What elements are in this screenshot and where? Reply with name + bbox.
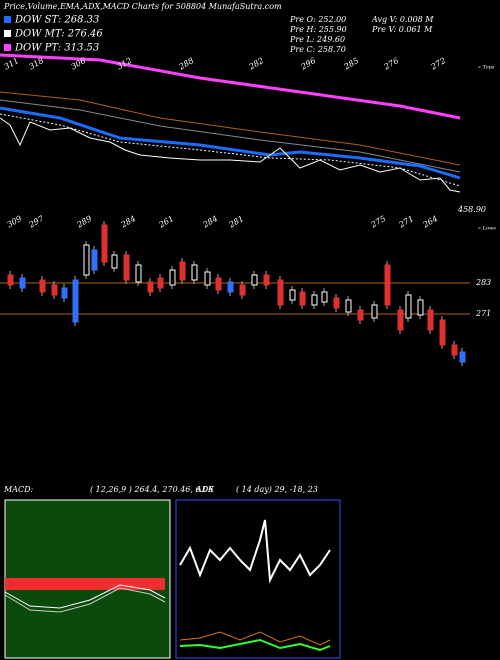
dow-mt bbox=[0, 113, 461, 187]
candle-body bbox=[397, 309, 404, 331]
candle-body bbox=[157, 277, 164, 289]
macd-params: ( 12,26,9 ) 264.4, 270.46, 6.06 bbox=[90, 485, 213, 494]
candle-body bbox=[311, 294, 318, 306]
title: Price,Volume,EMA,ADX,MACD Charts for 508… bbox=[3, 2, 282, 11]
low-label: 271 bbox=[397, 214, 416, 230]
dow-st bbox=[0, 106, 461, 180]
top-label: 288 bbox=[177, 56, 196, 72]
candle-body bbox=[204, 271, 211, 286]
signal-line bbox=[4, 587, 166, 613]
stat: Pre L: 249.60 bbox=[289, 35, 345, 44]
top-label: 276 bbox=[382, 56, 401, 72]
candle-body bbox=[215, 277, 222, 291]
price-line bbox=[0, 117, 461, 193]
candles bbox=[7, 221, 466, 366]
candle-body bbox=[61, 287, 68, 299]
candle-body bbox=[321, 291, 328, 303]
legend-swatch bbox=[4, 16, 11, 23]
adx-params: ( 14 day) 29, -18, 23 bbox=[236, 485, 318, 494]
stat: Pre C: 258.70 bbox=[289, 45, 346, 54]
last-price: 458.90 bbox=[457, 205, 486, 214]
legend-swatch bbox=[4, 30, 11, 37]
top-label: 296 bbox=[299, 56, 318, 72]
candle-body bbox=[451, 344, 458, 356]
minus-di bbox=[179, 631, 331, 646]
candle-body bbox=[427, 309, 434, 331]
candle-body bbox=[333, 297, 340, 309]
macd-line bbox=[4, 584, 166, 609]
low-label: 284 bbox=[201, 214, 220, 230]
candle-body bbox=[263, 274, 270, 286]
stat: Pre H: 255.90 bbox=[289, 25, 347, 34]
candle-body bbox=[227, 281, 234, 293]
candle-body bbox=[147, 281, 154, 293]
candle-body bbox=[169, 269, 176, 286]
candle-body bbox=[299, 291, 306, 306]
adx-line bbox=[179, 519, 331, 584]
candle-body bbox=[357, 309, 364, 321]
macd-label: MACD: bbox=[3, 485, 34, 494]
candle-body bbox=[101, 224, 108, 263]
legend-label: DOW ST: 268.33 bbox=[14, 15, 99, 26]
stat: Avg V: 0.008 M bbox=[371, 15, 434, 24]
legend-label: DOW MT: 276.46 bbox=[14, 29, 103, 40]
low-label: 261 bbox=[157, 214, 176, 230]
low-label: 297 bbox=[27, 214, 46, 230]
candle-body bbox=[405, 294, 412, 319]
candle-body bbox=[111, 254, 118, 269]
adx-label: ADX bbox=[195, 485, 214, 494]
candle-body bbox=[384, 264, 391, 306]
low-label: 309 bbox=[6, 214, 24, 229]
low-label: 289 bbox=[75, 214, 94, 230]
low-label: 284 bbox=[119, 214, 138, 230]
candle-body bbox=[91, 249, 98, 271]
top-label: 311 bbox=[3, 56, 21, 71]
legend-swatch bbox=[4, 44, 11, 51]
adx-panel bbox=[175, 499, 341, 659]
ema-line bbox=[0, 99, 461, 173]
candle-body bbox=[251, 274, 258, 286]
candle-body bbox=[191, 264, 198, 281]
candle-body bbox=[179, 261, 186, 281]
lows-label: « Lows bbox=[478, 226, 496, 232]
tops-label: « Tops bbox=[478, 65, 495, 71]
top-label: 272 bbox=[429, 56, 448, 72]
candle-body bbox=[371, 304, 378, 319]
plus-di bbox=[179, 638, 331, 652]
ema-line bbox=[0, 91, 461, 166]
candle-body bbox=[239, 284, 246, 296]
candle-body bbox=[83, 244, 90, 276]
candle-body bbox=[289, 289, 296, 301]
stat: Pre O: 252.00 bbox=[289, 15, 346, 24]
top-label: 282 bbox=[247, 56, 266, 72]
dow-pt bbox=[0, 53, 461, 120]
level-label: 283 bbox=[475, 278, 491, 287]
candle-body bbox=[72, 279, 79, 323]
candle-body bbox=[439, 319, 446, 346]
low-label: 281 bbox=[227, 214, 246, 230]
candle-body bbox=[51, 284, 58, 296]
candle-body bbox=[7, 274, 14, 286]
candle-body bbox=[135, 264, 142, 283]
low-label: 275 bbox=[369, 214, 388, 230]
top-label: 312 bbox=[116, 56, 134, 71]
candle-body bbox=[277, 279, 284, 306]
stat: Pre V: 0.061 M bbox=[371, 25, 433, 34]
candle-body bbox=[19, 277, 26, 289]
top-label: 285 bbox=[342, 56, 361, 72]
low-label: 264 bbox=[421, 214, 440, 230]
candle-body bbox=[345, 299, 352, 313]
level-label: 271 bbox=[475, 309, 491, 318]
candle-body bbox=[39, 279, 46, 293]
candle-body bbox=[123, 254, 130, 281]
candle-body bbox=[417, 299, 424, 316]
legend-label: DOW PT: 313.53 bbox=[14, 43, 99, 54]
macd-hist bbox=[5, 578, 165, 590]
candle-body bbox=[459, 351, 466, 363]
